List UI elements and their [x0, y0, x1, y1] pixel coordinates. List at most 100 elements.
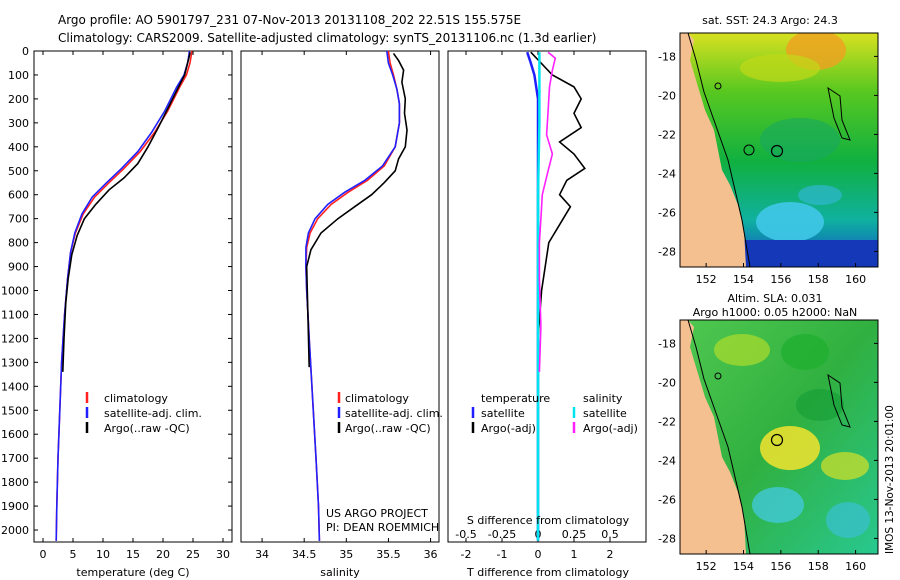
- map-x-tick-label: 156: [770, 560, 791, 573]
- difference-series: [526, 51, 586, 541]
- depth-tick-label: 1000: [1, 285, 29, 298]
- difference-legend: temperature satellite Argo(-adj) salinit…: [471, 392, 638, 435]
- x-tick-label: 5: [70, 548, 77, 561]
- legend-t-argo-label: Argo(-adj): [481, 422, 536, 435]
- series-line-satellite-adj-clim-: [55, 50, 191, 541]
- map-y-tick-label: -26: [658, 206, 676, 219]
- depth-tick-label: 1600: [1, 428, 29, 441]
- depth-tick-label: 1300: [1, 356, 29, 369]
- pi-annotation: PI: DEAN ROEMMICH: [326, 521, 439, 534]
- depth-tick-label: 800: [8, 237, 29, 250]
- x-tick-label: 35.5: [376, 548, 401, 561]
- series-line-argo-raw-qc-: [62, 52, 191, 372]
- depth-tick-label: 1700: [1, 452, 29, 465]
- x-tick-label: 25: [186, 548, 200, 561]
- sst-map: 152 154 156 158 160 -18 -20 -22 -24 -26 -28: [658, 32, 879, 286]
- depth-tick-label: 700: [8, 213, 29, 226]
- sla-anomaly: [781, 334, 829, 370]
- sla-anomaly: [826, 502, 870, 538]
- difference-panel: -2 -1 0 1 2-0.5 -0.25 0 0.25 0.5 S difference fr…: [447, 50, 647, 579]
- top-tick-label: -0.5: [455, 528, 476, 541]
- map-x-tick-label: 156: [770, 273, 791, 286]
- legend-s-argo-label: Argo(-adj): [583, 422, 638, 435]
- x-tick-label: 1: [571, 548, 578, 561]
- depth-tick-label: 2000: [1, 524, 29, 537]
- map-x-tick-label: 160: [845, 560, 866, 573]
- x-tick-label: 35: [339, 548, 353, 561]
- legend-climatology-label: climatology: [104, 392, 168, 405]
- salinity-x-axis: 34 34.5 35 35.5 36: [255, 51, 438, 561]
- legend-satellite-label: satellite-adj. clim.: [345, 407, 443, 420]
- depth-tick-label: 500: [8, 165, 29, 178]
- series-line-salinity-argo-adj-: [538, 51, 557, 372]
- sla-map-axes: 152 154 156 158 160 -18 -20 -22 -24 -26 -28: [658, 337, 878, 573]
- map-x-tick-label: 160: [845, 273, 866, 286]
- project-annotation: US ARGO PROJECT: [326, 507, 428, 520]
- legend-temperature-heading: temperature: [481, 392, 550, 405]
- legend-s-satellite-label: satellite: [583, 407, 627, 420]
- legend-argo-label: Argo(..raw -QC): [345, 422, 431, 435]
- sla-anomaly: [714, 334, 770, 366]
- depth-tick-label: 900: [8, 261, 29, 274]
- x-tick-label: 15: [126, 548, 140, 561]
- warm-patch: [740, 54, 820, 82]
- legend-salinity-heading: salinity: [583, 392, 623, 405]
- x-tick-label: -2: [461, 548, 472, 561]
- sla-map-subtitle: Argo h1000: 0.05 h2000: NaN: [693, 306, 858, 319]
- series-line-argo-raw-qc-: [305, 52, 408, 368]
- seamount-contour: [714, 372, 722, 380]
- map-y-tick-label: -18: [658, 50, 676, 63]
- sst-map-axes: 152 154 156 158 160 -18 -20 -22 -24 -26 -28: [658, 50, 878, 286]
- map-x-tick-label: 152: [696, 560, 717, 573]
- map-x-tick-label: 152: [696, 273, 717, 286]
- map-y-tick-label: -24: [658, 167, 676, 180]
- sla-anomaly: [760, 426, 820, 470]
- australia-land: [680, 33, 746, 267]
- map-y-tick-label: -26: [658, 493, 676, 506]
- depth-tick-label: 1400: [1, 380, 29, 393]
- cool-patch: [798, 185, 842, 205]
- difference-x-axis: -2 -1 0 1 2-0.5 -0.25 0 0.25 0.5: [455, 51, 619, 561]
- depth-tick-label: 300: [8, 117, 29, 130]
- x-tick-label: 0: [40, 548, 47, 561]
- reef-contour: [827, 373, 851, 428]
- x-tick-label: 0: [535, 548, 542, 561]
- temperature-series: [55, 50, 193, 541]
- sst-map-title: sat. SST: 24.3 Argo: 24.3: [702, 14, 838, 27]
- legend-argo-label: Argo(..raw -QC): [104, 422, 190, 435]
- depth-tick-label: 200: [8, 93, 29, 106]
- depth-tick-label: 1800: [1, 476, 29, 489]
- temperature-xlabel: temperature (deg C): [76, 566, 189, 579]
- map-y-tick-label: -28: [658, 532, 676, 545]
- depth-tick-label: 600: [8, 189, 29, 202]
- depth-tick-label: 400: [8, 141, 29, 154]
- map-y-tick-label: -22: [658, 128, 676, 141]
- sla-anomaly: [821, 452, 869, 480]
- series-line-salinity-satellite: [536, 52, 541, 541]
- header-line-2: Climatology: CARS2009. Satellite-adjuste…: [58, 31, 596, 45]
- legend-climatology-label: climatology: [345, 392, 409, 405]
- series-line-satellite-adj-clim-: [305, 50, 401, 541]
- temperature-x-axis: 0 5 10 15 20 25 30: [40, 51, 230, 561]
- salinity-axes-frame: [240, 50, 440, 543]
- x-tick-label: 30: [216, 548, 230, 561]
- depth-tick-label: 1200: [1, 332, 29, 345]
- cold-band: [740, 240, 878, 267]
- sst-map-frame: [679, 32, 879, 268]
- depth-tick-label: 1900: [1, 500, 29, 513]
- map-y-tick-label: -20: [658, 89, 676, 102]
- header-line-1: Argo profile: AO 5901797_231 07-Nov-2013…: [58, 13, 521, 27]
- x-tick-label: 34.5: [292, 548, 317, 561]
- temperature-legend: climatology satellite-adj. clim. Argo(..…: [85, 392, 202, 435]
- salinity-panel: 34 34.5 35 35.5 36 salinity climatology sate…: [240, 50, 443, 579]
- s-difference-xlabel: S difference from climatology: [467, 514, 630, 527]
- sla-anomaly: [752, 487, 804, 523]
- salinity-legend: climatology satellite-adj. clim. Argo(..…: [337, 392, 443, 435]
- salinity-series: [305, 50, 408, 541]
- top-tick-label: 0.5: [601, 528, 619, 541]
- x-tick-label: 36: [424, 548, 438, 561]
- sla-anomaly: [796, 389, 844, 421]
- argo-float-marker: [770, 144, 784, 158]
- cool-patch: [756, 202, 824, 242]
